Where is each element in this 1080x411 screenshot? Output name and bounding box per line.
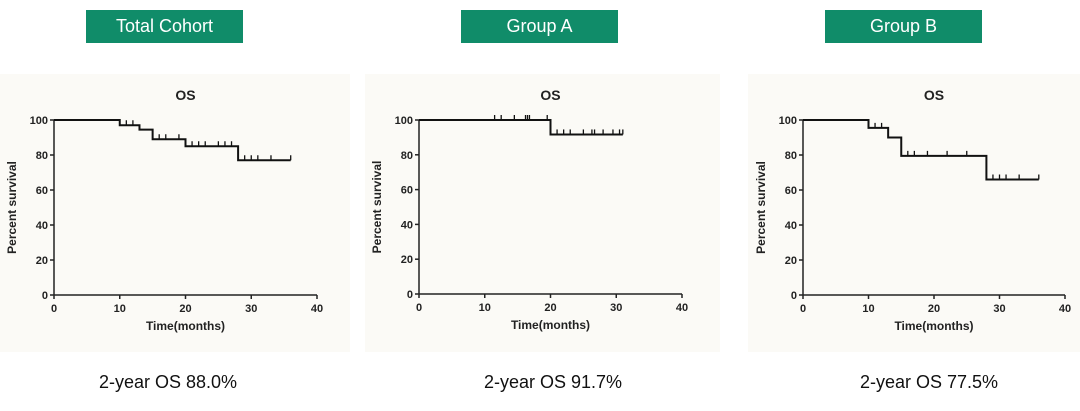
x-tick-label: 40 [311, 303, 323, 315]
chart-title: OS [924, 87, 944, 103]
y-tick-label: 20 [785, 255, 797, 267]
y-tick-label: 100 [395, 115, 413, 127]
y-tick-label: 60 [785, 185, 797, 197]
x-tick-label: 30 [993, 303, 1005, 315]
x-tick-label: 10 [862, 303, 874, 315]
y-tick-label: 80 [401, 150, 413, 162]
x-axis-label: Time(months) [146, 319, 225, 333]
y-tick-label: 40 [785, 220, 797, 232]
y-tick-label: 80 [36, 150, 48, 162]
y-tick-label: 0 [791, 290, 797, 302]
y-tick-label: 40 [401, 219, 413, 231]
x-tick-label: 30 [245, 303, 257, 315]
x-axis-label: Time(months) [894, 319, 973, 333]
group-a-footnote: 2-year OS 91.7% [483, 372, 623, 392]
y-tick-label: 40 [36, 220, 48, 232]
chart-title: OS [540, 87, 560, 103]
x-tick-label: 20 [928, 303, 940, 315]
survival-curve [419, 119, 623, 136]
survival-curve [803, 119, 1039, 181]
total-cohort-label: Total Cohort [86, 10, 243, 43]
x-tick-label: 20 [179, 303, 191, 315]
x-tick-label: 40 [1059, 303, 1071, 315]
y-tick-label: 80 [785, 150, 797, 162]
x-tick-label: 10 [479, 302, 491, 314]
group-b-footnote: 2-year OS 77.5% [859, 372, 999, 392]
y-axis-label: Percent survival [754, 161, 768, 254]
group-b-label: Group B [825, 10, 982, 43]
x-tick-label: 0 [416, 302, 422, 314]
survival-curve [54, 119, 291, 162]
y-tick-label: 100 [30, 115, 48, 127]
x-tick-label: 40 [676, 302, 688, 314]
y-tick-label: 0 [407, 289, 413, 301]
y-tick-label: 20 [36, 255, 48, 267]
total-footnote: 2-year OS 88.0% [98, 372, 238, 392]
x-tick-label: 0 [800, 303, 806, 315]
y-tick-label: 0 [42, 290, 48, 302]
y-tick-label: 60 [401, 185, 413, 197]
y-tick-label: 60 [36, 185, 48, 197]
x-tick-label: 20 [544, 302, 556, 314]
x-axis-label: Time(months) [511, 318, 590, 332]
x-tick-label: 30 [610, 302, 622, 314]
y-axis-label: Percent survival [5, 161, 19, 254]
y-tick-label: 20 [401, 254, 413, 266]
x-tick-label: 0 [51, 303, 57, 315]
x-tick-label: 10 [114, 303, 126, 315]
group-a-label: Group A [461, 10, 618, 43]
y-tick-label: 100 [779, 115, 797, 127]
chart-title: OS [175, 87, 195, 103]
y-axis-label: Percent survival [370, 161, 384, 254]
